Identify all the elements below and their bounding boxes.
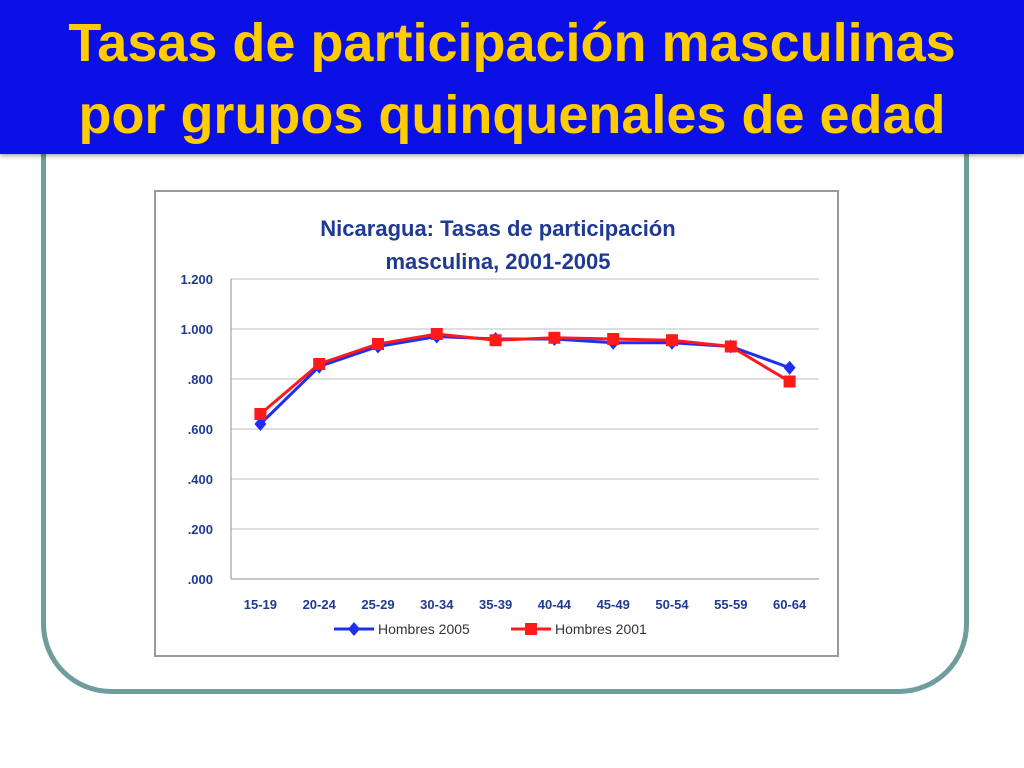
line-chart: Nicaragua: Tasas de participación mascul… <box>180 216 819 637</box>
chart-legend: Hombres 2005 Hombres 2001 <box>334 621 647 637</box>
data-point <box>666 334 678 347</box>
x-tick-label: 60-64 <box>773 597 807 612</box>
y-tick-label: .000 <box>188 572 213 587</box>
series-line <box>259 332 791 416</box>
x-axis: 15-19 20-24 25-29 30-34 35-39 40-44 45-49 50-54… <box>231 578 819 612</box>
y-tick-label: .400 <box>188 472 213 487</box>
data-point <box>783 375 796 388</box>
x-tick-label: 35-39 <box>479 597 512 612</box>
x-tick-label: 20-24 <box>303 597 337 612</box>
x-tick-label: 45-49 <box>597 597 630 612</box>
data-point <box>313 358 326 370</box>
data-point <box>783 360 796 375</box>
y-axis: .000 .200 .400 .600 .800 1.000 1.200 <box>180 272 232 587</box>
data-point <box>724 340 737 353</box>
y-tick-label: .200 <box>188 522 213 537</box>
series-line <box>259 334 791 426</box>
legend-marker <box>348 622 360 636</box>
y-tick-label: .600 <box>188 422 213 437</box>
y-tick-label: .800 <box>188 372 213 387</box>
slide-frame <box>41 100 969 694</box>
x-tick-label: 30-34 <box>420 597 454 612</box>
slide-title-band: Tasas de participación masculinas por gr… <box>0 0 1024 154</box>
x-tick-label: 40-44 <box>538 597 572 612</box>
x-tick-label: 55-59 <box>714 597 747 612</box>
data-point <box>254 408 267 420</box>
chart-title-line-2: masculina, 2001-2005 <box>385 249 610 274</box>
y-tick-label: 1.000 <box>180 322 213 337</box>
legend-label: Hombres 2001 <box>555 621 647 637</box>
slide-title-line-1: Tasas de participación masculinas <box>68 13 956 73</box>
chart-gridlines <box>231 278 819 580</box>
data-point <box>489 334 502 347</box>
x-tick-label: 50-54 <box>655 597 689 612</box>
data-point <box>607 333 620 345</box>
slide-title-line-2: por grupos quinquenales de edad <box>78 85 946 145</box>
legend-marker <box>525 623 537 635</box>
chart-title-line-1: Nicaragua: Tasas de participación <box>320 216 675 241</box>
plot-area <box>254 328 796 431</box>
y-tick-label: 1.200 <box>180 272 213 287</box>
x-tick-label: 25-29 <box>361 597 394 612</box>
data-point <box>430 328 443 340</box>
data-point <box>254 417 267 431</box>
data-point <box>372 338 384 350</box>
x-tick-label: 15-19 <box>244 597 277 612</box>
data-point <box>548 331 561 344</box>
chart-container: Nicaragua: Tasas de participación mascul… <box>154 190 839 657</box>
legend-label: Hombres 2005 <box>378 621 470 637</box>
